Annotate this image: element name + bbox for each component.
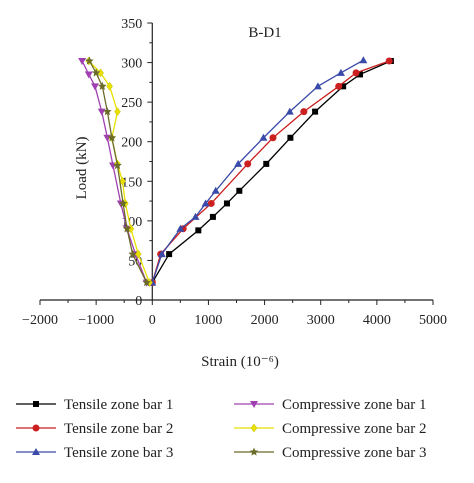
x-axis-title: Strain (10⁻⁶) bbox=[201, 354, 279, 370]
data-point bbox=[269, 134, 277, 142]
data-point bbox=[97, 108, 106, 116]
y-tick-label: 250 bbox=[121, 96, 142, 111]
data-point bbox=[195, 227, 202, 234]
data-point bbox=[191, 212, 200, 220]
data-point bbox=[118, 198, 128, 208]
data-point bbox=[263, 160, 270, 167]
x-tick-label: 0 bbox=[149, 313, 156, 328]
data-point bbox=[352, 69, 360, 77]
series-tensile-zone-bar-2 bbox=[148, 57, 393, 287]
data-point bbox=[313, 82, 322, 90]
data-point bbox=[98, 81, 107, 90]
series-line bbox=[151, 60, 392, 283]
data-point bbox=[300, 108, 308, 116]
data-point bbox=[91, 83, 100, 91]
legend-marker bbox=[250, 401, 258, 408]
legend-item: Tensile zone bar 2 bbox=[16, 421, 173, 437]
data-point bbox=[201, 199, 210, 207]
legend-label: Tensile zone bar 3 bbox=[64, 445, 173, 461]
data-point bbox=[335, 82, 343, 90]
data-point bbox=[114, 107, 121, 117]
data-point bbox=[85, 56, 94, 65]
data-point bbox=[207, 199, 215, 207]
data-point bbox=[84, 71, 93, 79]
data-point bbox=[234, 159, 243, 167]
data-point bbox=[176, 224, 185, 232]
chart-text: B-D1 Strain (10⁻⁶) Load (kN) bbox=[74, 25, 282, 370]
data-point bbox=[312, 108, 319, 115]
legend-marker bbox=[32, 448, 40, 455]
x-tick-label: −1000 bbox=[78, 313, 114, 328]
data-point bbox=[385, 57, 393, 65]
x-tick-label: −2000 bbox=[22, 313, 58, 328]
legend-item: Tensile zone bar 3 bbox=[16, 445, 173, 461]
data-point bbox=[122, 224, 132, 233]
data-point bbox=[357, 71, 364, 78]
series-tensile-zone-bar-3 bbox=[148, 56, 368, 286]
data-point bbox=[128, 249, 137, 258]
data-point bbox=[157, 250, 166, 258]
data-point bbox=[340, 83, 347, 90]
series-line bbox=[88, 60, 148, 283]
legend: Tensile zone bar 1 Tensile zone bar 2 Tens… bbox=[16, 397, 427, 461]
data-point bbox=[259, 133, 268, 141]
legend-marker bbox=[250, 423, 258, 433]
x-tick-label: 1000 bbox=[194, 313, 222, 328]
series-tensile-zone-bar-1 bbox=[149, 57, 394, 286]
x-tick-label: 4000 bbox=[363, 313, 391, 328]
legend-item: Compressive zone bar 1 bbox=[234, 397, 427, 413]
chart-title: B-D1 bbox=[248, 25, 281, 41]
series-line bbox=[151, 59, 364, 283]
series-line bbox=[81, 60, 148, 283]
legend-item: Tensile zone bar 1 bbox=[16, 397, 173, 413]
legend-label: Tensile zone bar 1 bbox=[64, 397, 173, 413]
data-point bbox=[223, 200, 230, 207]
data-point bbox=[78, 57, 87, 65]
data-point bbox=[211, 186, 220, 194]
series-compressive-zone-bar-3 bbox=[85, 56, 151, 287]
legend-label: Compressive zone bar 2 bbox=[282, 421, 427, 437]
y-tick-label: 0 bbox=[135, 294, 142, 309]
data-point bbox=[103, 107, 112, 116]
data-point bbox=[106, 81, 113, 91]
data-point bbox=[91, 68, 101, 77]
x-tick-label: 5000 bbox=[419, 313, 447, 328]
data-point bbox=[209, 213, 216, 220]
legend-marker bbox=[32, 424, 40, 432]
y-axis-title: Load (kN) bbox=[74, 137, 90, 200]
series-area bbox=[78, 56, 394, 288]
series-line bbox=[88, 60, 151, 283]
data-point bbox=[244, 160, 252, 168]
data-point bbox=[113, 160, 122, 170]
legend-label: Tensile zone bar 2 bbox=[64, 421, 173, 437]
y-tick-label: 200 bbox=[121, 136, 142, 151]
data-point bbox=[142, 278, 151, 287]
data-point bbox=[359, 56, 368, 64]
x-tick-label: 2000 bbox=[251, 313, 279, 328]
y-tick-label: 150 bbox=[121, 175, 142, 190]
data-point bbox=[285, 107, 294, 115]
y-tick-label: 300 bbox=[121, 57, 142, 72]
y-tick-label: 350 bbox=[121, 17, 142, 32]
legend-label: Compressive zone bar 1 bbox=[282, 397, 427, 413]
series-line bbox=[151, 60, 390, 283]
data-point bbox=[287, 134, 294, 141]
legend-marker bbox=[33, 401, 39, 407]
data-point bbox=[119, 176, 126, 186]
legend-item: Compressive zone bar 3 bbox=[234, 445, 427, 461]
legend-item: Compressive zone bar 2 bbox=[234, 421, 427, 437]
data-point bbox=[166, 251, 173, 258]
legend-label: Compressive zone bar 3 bbox=[282, 445, 427, 461]
data-point bbox=[236, 187, 243, 194]
x-tick-label: 3000 bbox=[307, 313, 335, 328]
data-point bbox=[336, 68, 345, 76]
data-point bbox=[107, 133, 117, 142]
axes: −2000 −1000 0 1000 2000 3000 4000 5000050100150… bbox=[22, 17, 447, 328]
legend-marker bbox=[249, 447, 259, 456]
